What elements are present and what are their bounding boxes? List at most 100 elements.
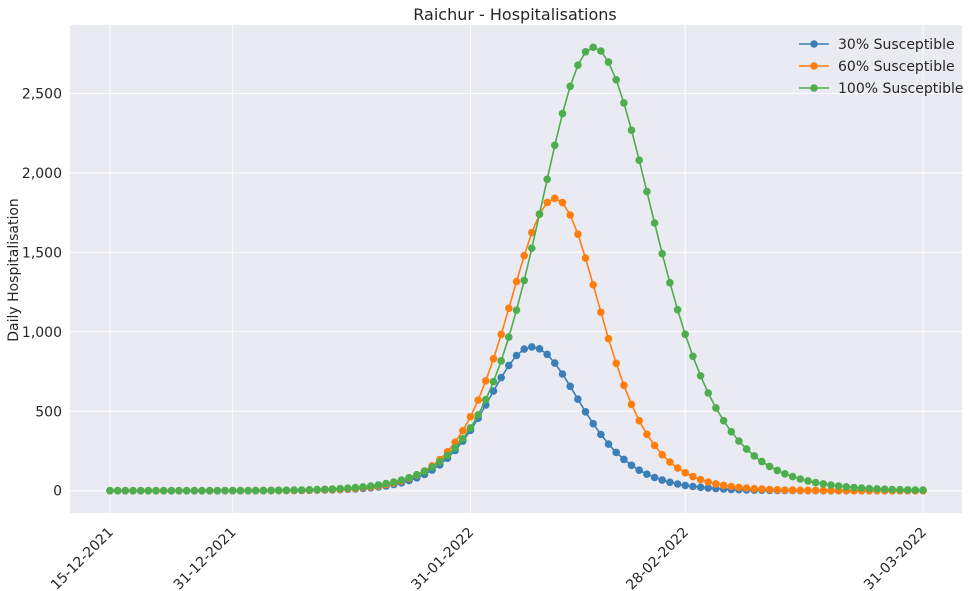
data-point	[566, 382, 574, 391]
data-point	[551, 141, 559, 150]
data-point	[581, 254, 590, 262]
data-point	[436, 458, 444, 466]
data-point	[512, 277, 521, 286]
data-point	[535, 345, 544, 353]
data-point	[451, 438, 459, 447]
data-point	[144, 486, 153, 495]
data-point	[719, 416, 728, 425]
data-point	[397, 476, 406, 484]
data-point	[367, 482, 375, 490]
x-axis-ticks: 15-12-2021 31-12-2021 31-01-2022 28-02-2022…	[48, 525, 930, 591]
data-point	[282, 486, 291, 495]
data-point	[474, 396, 483, 404]
data-point	[581, 48, 590, 56]
data-point	[543, 198, 551, 207]
data-point	[420, 467, 429, 476]
data-point	[121, 486, 130, 495]
data-point	[666, 458, 674, 466]
data-point	[213, 486, 222, 495]
data-point	[681, 469, 689, 477]
data-point	[482, 377, 490, 385]
data-point	[696, 475, 705, 484]
data-point	[205, 486, 214, 495]
data-point	[758, 485, 766, 493]
data-point	[689, 482, 697, 491]
data-point	[405, 473, 413, 482]
legend: 30% Susceptible 60% Susceptible 100% Susce…	[799, 37, 964, 97]
data-point	[259, 486, 268, 495]
data-point	[489, 355, 498, 363]
data-point	[497, 373, 506, 382]
data-point	[390, 478, 398, 486]
data-point	[796, 486, 805, 495]
data-point	[221, 486, 229, 495]
data-point	[919, 486, 927, 494]
data-point	[834, 482, 843, 490]
data-point	[558, 109, 567, 118]
data-point	[159, 486, 168, 495]
y-tick-label: 0	[53, 484, 62, 500]
data-point	[850, 483, 858, 492]
data-point	[274, 486, 283, 495]
data-point	[543, 350, 551, 359]
data-point	[228, 486, 237, 495]
data-point	[689, 352, 697, 361]
data-point	[328, 485, 337, 493]
data-point	[597, 308, 605, 317]
data-point	[811, 478, 820, 487]
data-point	[635, 156, 643, 164]
data-point	[712, 404, 720, 412]
data-point	[673, 464, 682, 472]
data-point	[106, 486, 114, 495]
data-point	[443, 451, 452, 460]
data-point	[474, 411, 483, 419]
data-point	[612, 359, 620, 368]
y-tick-label: 500	[35, 404, 62, 420]
data-point	[781, 470, 789, 478]
data-point	[788, 472, 797, 481]
data-point	[520, 345, 528, 353]
data-point	[428, 463, 436, 471]
data-point	[804, 477, 812, 485]
data-point	[574, 61, 582, 69]
data-point	[344, 484, 352, 493]
data-point	[658, 249, 666, 258]
data-point	[489, 377, 498, 386]
data-point	[497, 330, 506, 339]
legend-label: 30% Susceptible	[838, 37, 955, 53]
data-point	[459, 426, 467, 435]
data-point	[773, 486, 782, 494]
x-tick-label: 31-03-2022	[861, 525, 930, 591]
data-point	[857, 484, 866, 492]
data-point	[643, 187, 651, 196]
x-tick-label: 31-12-2021	[171, 525, 240, 591]
data-point	[267, 486, 275, 495]
data-point	[612, 76, 620, 84]
data-point	[113, 486, 122, 495]
data-point	[696, 483, 705, 492]
data-point	[758, 457, 766, 466]
y-axis-ticks: 0 500 1,000 1,500 2,000 2,500	[22, 86, 62, 499]
data-point	[597, 47, 605, 55]
data-point	[735, 483, 743, 492]
data-point	[520, 251, 528, 260]
x-tick-label: 31-01-2022	[408, 525, 477, 591]
data-point	[459, 435, 467, 443]
y-axis-label: Daily Hospitalisation	[6, 198, 22, 342]
data-point	[888, 485, 897, 494]
data-point	[673, 480, 682, 488]
legend-marker	[810, 84, 818, 92]
data-point	[528, 343, 536, 351]
data-point	[528, 244, 536, 252]
data-point	[765, 462, 774, 471]
series-3	[106, 43, 927, 495]
data-point	[911, 486, 920, 494]
data-point	[773, 466, 782, 475]
data-point	[742, 484, 751, 492]
data-point	[612, 448, 620, 457]
data-point	[489, 387, 498, 395]
data-point	[551, 359, 559, 367]
data-point	[819, 480, 828, 488]
data-point	[152, 486, 160, 495]
